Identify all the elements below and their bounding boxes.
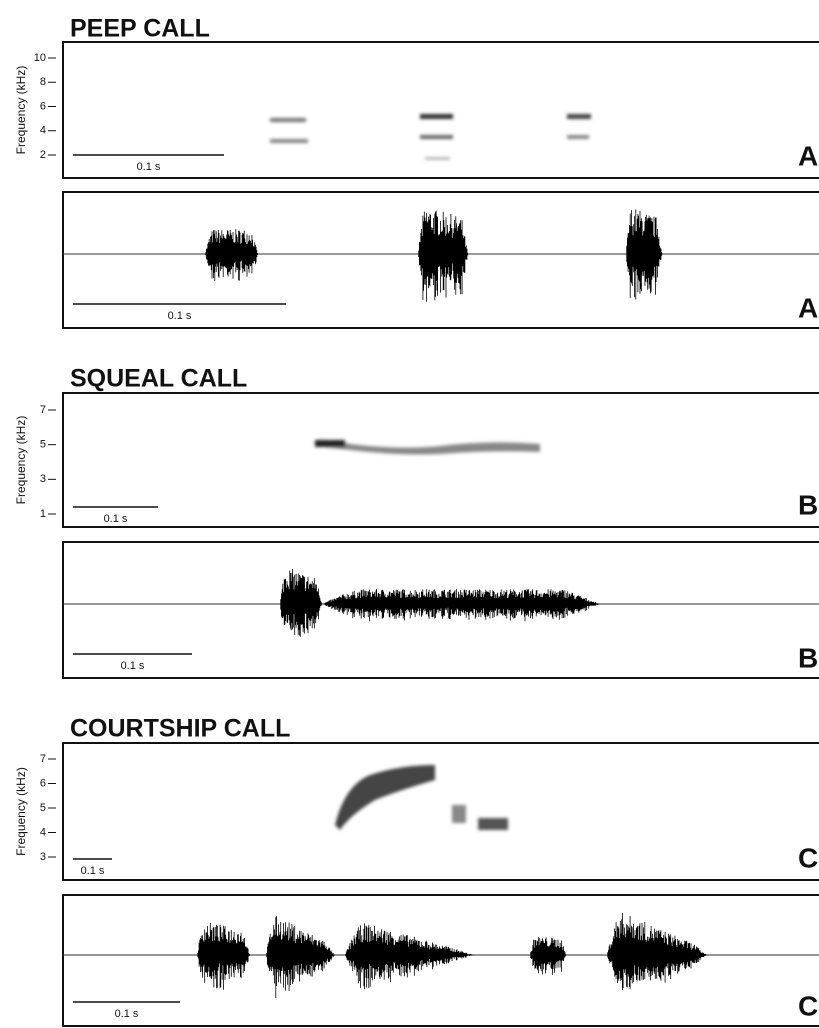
scale-label: 0.1 s <box>81 865 105 877</box>
y-tick-label: 3 <box>40 473 46 485</box>
waveform-frame <box>62 894 819 1027</box>
y-axis-label: Frequency (kHz) <box>14 416 28 505</box>
y-tick-label: 5 <box>40 439 46 451</box>
y-tick-label: 7 <box>40 753 46 765</box>
y-tick-label: 7 <box>40 404 46 416</box>
panel-letter: C <box>798 990 818 1021</box>
panel-letter: A <box>798 292 818 323</box>
y-axis-label: Frequency (kHz) <box>14 767 28 856</box>
y-tick-label: 2 <box>40 149 46 161</box>
panel-letter: B <box>798 489 818 520</box>
spectrogram-frame <box>62 41 819 179</box>
y-tick-label: 1 <box>40 508 46 520</box>
y-axis-label: Frequency (kHz) <box>14 66 28 155</box>
panel-letter: B <box>798 642 818 673</box>
spectrogram-marks <box>270 114 591 830</box>
scale-label: 0.1 s <box>137 161 161 173</box>
spectrogram-frame <box>62 742 819 881</box>
y-tick-label: 6 <box>40 777 46 789</box>
section-title: PEEP CALL <box>70 15 210 43</box>
section-title: COURTSHIP CALL <box>70 715 290 743</box>
spectrogram-frame <box>62 392 819 528</box>
y-tick-label: 3 <box>40 851 46 863</box>
y-tick-label: 4 <box>40 125 46 137</box>
scale-label: 0.1 s <box>121 660 145 672</box>
y-tick-label: 6 <box>40 100 46 112</box>
waveform <box>205 209 663 302</box>
section-title: SQUEAL CALL <box>70 365 247 393</box>
waveform-frame <box>62 191 819 329</box>
scale-label: 0.1 s <box>168 310 192 322</box>
y-tick-label: 10 <box>34 52 46 64</box>
waveform <box>280 568 600 637</box>
panel-letter: C <box>798 842 818 873</box>
y-tick-label: 5 <box>40 802 46 814</box>
panel-letter: A <box>798 140 818 171</box>
y-tick-label: 4 <box>40 826 46 838</box>
waveform-frame <box>62 541 819 679</box>
scale-label: 0.1 s <box>115 1008 139 1020</box>
scale-label: 0.1 s <box>104 513 128 525</box>
y-tick-label: 8 <box>40 76 46 88</box>
waveform <box>197 912 709 998</box>
